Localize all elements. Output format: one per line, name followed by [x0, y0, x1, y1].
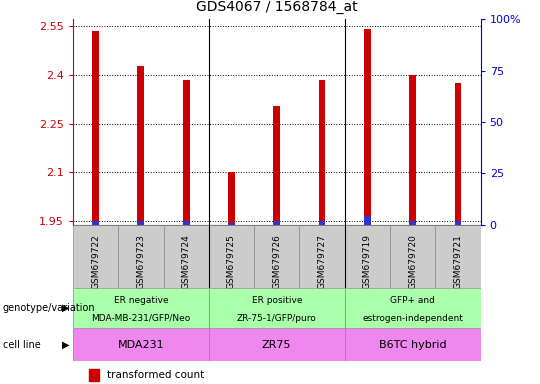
- Bar: [455, 83, 461, 225]
- Text: cell line: cell line: [3, 339, 40, 350]
- Bar: [183, 220, 190, 225]
- Text: ZR75: ZR75: [262, 339, 292, 350]
- Bar: [209, 225, 254, 288]
- Bar: [409, 220, 416, 225]
- Bar: [164, 225, 209, 288]
- Text: ER positive: ER positive: [252, 296, 302, 305]
- Text: GSM679722: GSM679722: [91, 234, 100, 289]
- Text: ER negative: ER negative: [113, 296, 168, 305]
- Bar: [92, 220, 99, 225]
- Text: transformed count: transformed count: [107, 370, 205, 380]
- Bar: [254, 225, 299, 288]
- Bar: [299, 225, 345, 288]
- Text: GSM679726: GSM679726: [272, 234, 281, 289]
- Text: GSM679727: GSM679727: [318, 234, 327, 289]
- Bar: [364, 29, 371, 225]
- Bar: [364, 217, 371, 225]
- Bar: [319, 79, 326, 225]
- Bar: [73, 328, 209, 361]
- Bar: [228, 172, 235, 225]
- Text: MDA-MB-231/GFP/Neo: MDA-MB-231/GFP/Neo: [91, 314, 191, 323]
- Text: GFP+ and: GFP+ and: [390, 296, 435, 305]
- Bar: [138, 220, 144, 225]
- Text: ▶: ▶: [62, 303, 69, 313]
- Bar: [209, 328, 345, 361]
- Text: GSM679720: GSM679720: [408, 234, 417, 289]
- Bar: [345, 328, 481, 361]
- Title: GDS4067 / 1568784_at: GDS4067 / 1568784_at: [196, 0, 357, 14]
- Bar: [73, 288, 209, 328]
- Bar: [138, 66, 144, 225]
- Bar: [73, 225, 118, 288]
- Text: MDA231: MDA231: [118, 339, 164, 350]
- Bar: [89, 369, 99, 381]
- Bar: [273, 220, 280, 225]
- Text: GSM679725: GSM679725: [227, 234, 236, 289]
- Bar: [455, 220, 461, 225]
- Bar: [209, 288, 345, 328]
- Text: GSM679721: GSM679721: [454, 234, 462, 289]
- Bar: [345, 225, 390, 288]
- Bar: [390, 225, 435, 288]
- Text: GSM679724: GSM679724: [181, 234, 191, 289]
- Text: genotype/variation: genotype/variation: [3, 303, 96, 313]
- Text: ▶: ▶: [62, 339, 69, 350]
- Bar: [228, 223, 235, 225]
- Bar: [92, 31, 99, 225]
- Text: GSM679719: GSM679719: [363, 234, 372, 289]
- Text: B6TC hybrid: B6TC hybrid: [379, 339, 447, 350]
- Text: GSM679723: GSM679723: [137, 234, 145, 289]
- Text: estrogen-independent: estrogen-independent: [362, 314, 463, 323]
- Bar: [273, 106, 280, 225]
- Bar: [118, 225, 164, 288]
- Text: ZR-75-1/GFP/puro: ZR-75-1/GFP/puro: [237, 314, 316, 323]
- Bar: [345, 288, 481, 328]
- Bar: [319, 220, 326, 225]
- Bar: [435, 225, 481, 288]
- Bar: [183, 79, 190, 225]
- Bar: [409, 74, 416, 225]
